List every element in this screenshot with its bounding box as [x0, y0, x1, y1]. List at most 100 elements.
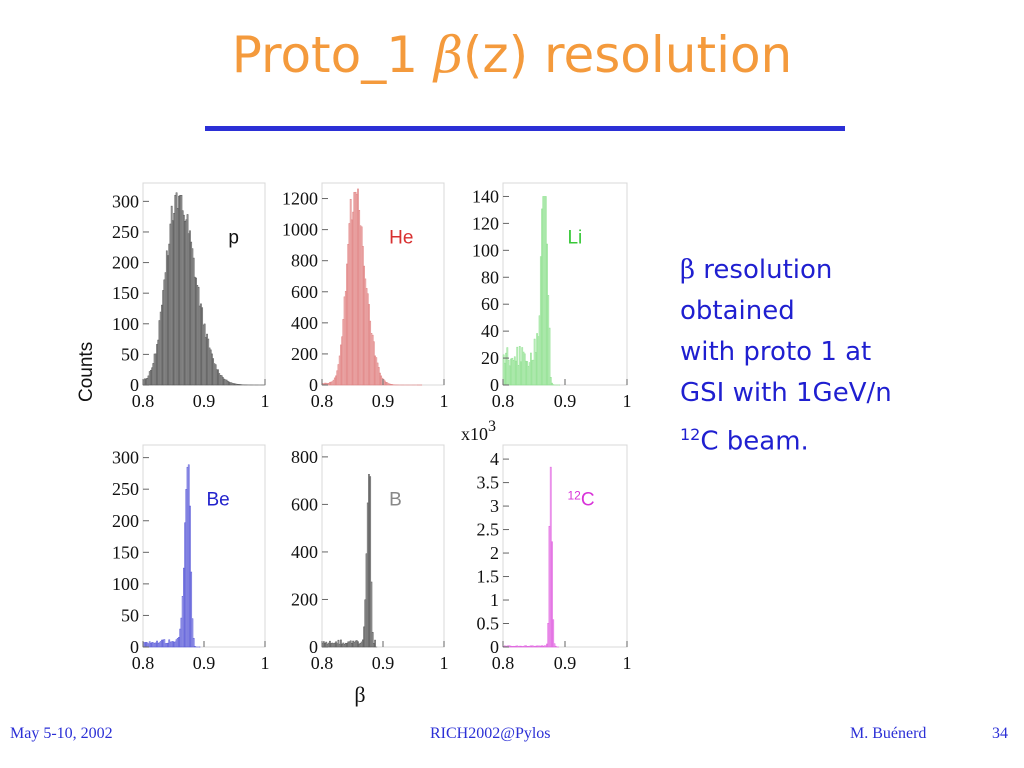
histogram-bin — [233, 383, 235, 386]
histogram-bin — [340, 344, 342, 386]
y-tick-label: 4 — [490, 449, 499, 469]
y-tick-label: 200 — [291, 589, 318, 609]
y-tick-label: 200 — [112, 511, 139, 531]
histogram-bin — [180, 194, 183, 386]
x-tick-label: 1 — [623, 391, 632, 411]
histogram-bin — [145, 641, 147, 648]
plot-frame — [321, 182, 445, 386]
histogram-bin — [165, 643, 168, 648]
histogram-bin — [235, 383, 238, 386]
histogram-bin — [226, 380, 229, 386]
histogram-bin — [544, 645, 547, 648]
histogram-bin — [388, 383, 391, 386]
histogram-bin — [322, 641, 325, 648]
histogram-bin — [189, 230, 191, 386]
histogram-bin — [381, 377, 384, 386]
histogram-bin — [551, 382, 553, 386]
histogram-bin — [231, 383, 234, 386]
y-tick-label: 3.5 — [477, 473, 500, 493]
histogram-bin — [511, 646, 514, 648]
histogram-bin — [332, 379, 335, 386]
x-tick-label: 0.8 — [311, 653, 334, 673]
histogram-bin — [349, 198, 352, 386]
histogram-bin — [359, 643, 362, 648]
histogram-bin — [352, 211, 354, 386]
particle-label: He — [389, 228, 413, 249]
x-tick-label: 0.9 — [193, 391, 216, 411]
histogram-bin — [521, 646, 524, 648]
histogram-bin — [364, 278, 367, 386]
y-tick-label: 0 — [490, 375, 499, 395]
histogram-bin — [222, 377, 224, 386]
histogram-bin — [364, 599, 367, 648]
histogram-bin — [335, 641, 337, 648]
histogram-bin — [186, 466, 189, 648]
histogram-bin — [515, 645, 517, 648]
histogram-bin — [523, 645, 526, 648]
histogram-bin — [503, 362, 506, 386]
x-tick-label: 1 — [440, 653, 449, 673]
histogram-bin — [142, 642, 145, 648]
histogram-bin — [365, 288, 368, 386]
histogram-bin — [376, 362, 379, 386]
histogram-bin — [521, 347, 524, 386]
histogram-bin — [344, 291, 347, 386]
histogram-bin — [335, 375, 337, 386]
histogram-bin — [508, 365, 511, 386]
desc-beta-symbol: β — [680, 255, 696, 285]
histogram-bin — [337, 639, 340, 648]
histogram-bin — [551, 541, 553, 648]
histogram-bin — [147, 375, 150, 386]
histogram-bin — [338, 643, 341, 648]
histogram-bin — [342, 319, 345, 386]
histogram-bin — [513, 646, 516, 648]
histogram-bin — [502, 646, 505, 648]
histogram-bin — [525, 645, 527, 648]
histogram-bin — [187, 464, 190, 648]
y-tick-label: 20 — [481, 348, 499, 368]
histogram-bin — [510, 358, 512, 386]
histogram-bin — [145, 378, 147, 386]
histogram-bin — [353, 642, 356, 648]
y-tick-label: 50 — [121, 344, 139, 364]
histogram-bin — [357, 188, 359, 386]
histogram-bin — [362, 246, 364, 386]
histogram-bin — [196, 285, 199, 386]
histogram-bin — [387, 383, 390, 386]
histogram-bin — [366, 502, 369, 648]
histogram-bin — [183, 214, 185, 386]
histogram-bin — [503, 645, 506, 648]
histogram-bin — [343, 643, 346, 648]
histogram-bin — [162, 639, 164, 648]
y-tick-label: 2.5 — [477, 520, 500, 540]
x-tick-label: 0.9 — [554, 391, 577, 411]
histogram-bin — [169, 641, 172, 648]
histogram-bin — [202, 324, 205, 386]
histogram-bin — [167, 255, 169, 386]
histogram-bin — [527, 646, 530, 648]
histogram-bin — [148, 641, 151, 648]
histogram-bin — [358, 210, 361, 386]
histogram-bin — [515, 360, 517, 386]
histogram-bin — [538, 645, 541, 648]
particle-label: 12C — [567, 489, 594, 511]
plot-frame — [142, 182, 266, 386]
histogram-bin — [179, 194, 182, 386]
histogram-bin — [148, 371, 151, 386]
y-tick-label: 2 — [490, 543, 499, 563]
histogram-bin — [340, 639, 342, 648]
y-tick-label: 400 — [291, 542, 318, 562]
histogram-bins — [142, 192, 266, 386]
histogram-bin — [217, 369, 219, 386]
histogram-bin — [201, 307, 204, 386]
histogram-bin — [526, 646, 529, 648]
histogram-bin — [331, 642, 334, 648]
histogram-bin — [143, 378, 146, 386]
histogram-bin — [353, 192, 356, 386]
histogram-bin — [153, 353, 156, 386]
histogram-bin — [220, 375, 223, 386]
histogram-bin — [327, 382, 330, 386]
histogram-bin — [510, 645, 512, 648]
histogram-bin — [517, 646, 520, 648]
histogram-bin — [372, 643, 375, 648]
